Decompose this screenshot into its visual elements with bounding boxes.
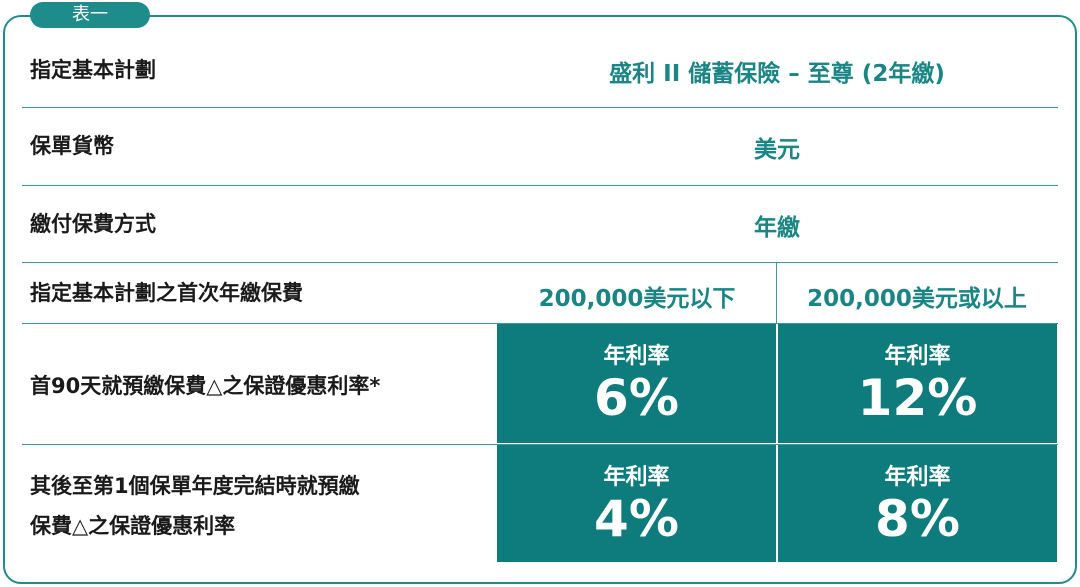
row-label: 首90天就預繳保費△之保證優惠利率* xyxy=(30,373,381,398)
row-value: 盛利 II 儲蓄保險 – 至尊 (2年繳) xyxy=(609,61,945,87)
rate-value: 12% xyxy=(857,369,978,427)
row-label: 其後至第1個保單年度完結時就預繳 xyxy=(30,473,360,498)
col-divider xyxy=(776,262,777,323)
rate-value: 6% xyxy=(594,369,679,427)
column-header: 200,000美元或以上 xyxy=(807,285,1027,312)
frame xyxy=(3,15,1077,584)
row-divider xyxy=(22,107,1058,108)
row-divider xyxy=(22,262,1058,263)
row-label: 保費△之保證優惠利率 xyxy=(30,513,236,538)
row-label: 繳付保費方式 xyxy=(30,211,156,236)
row-divider xyxy=(22,444,1058,445)
rate-caption: 年利率 xyxy=(884,465,951,490)
rate-cell: 年利率 4% xyxy=(497,445,776,562)
tab: 表一 xyxy=(30,2,150,28)
row-divider xyxy=(22,323,1058,324)
column-header: 200,000美元以下 xyxy=(538,285,736,312)
rate-caption: 年利率 xyxy=(603,344,670,369)
row-label: 指定基本計劃之首次年繳保費 xyxy=(30,280,303,305)
rate-value: 4% xyxy=(594,490,679,548)
rate-cell: 年利率 8% xyxy=(778,445,1057,562)
row-divider xyxy=(22,185,1058,186)
rate-cell: 年利率 12% xyxy=(778,324,1057,443)
row-label: 保單貨幣 xyxy=(30,134,114,158)
row-label: 指定基本計劃 xyxy=(30,58,156,82)
row-value: 美元 xyxy=(754,137,800,163)
row-value: 年繳 xyxy=(754,214,800,241)
rate-caption: 年利率 xyxy=(603,465,670,490)
rate-caption: 年利率 xyxy=(884,344,951,369)
rate-value: 8% xyxy=(875,490,960,548)
rate-cell: 年利率 6% xyxy=(497,324,776,443)
